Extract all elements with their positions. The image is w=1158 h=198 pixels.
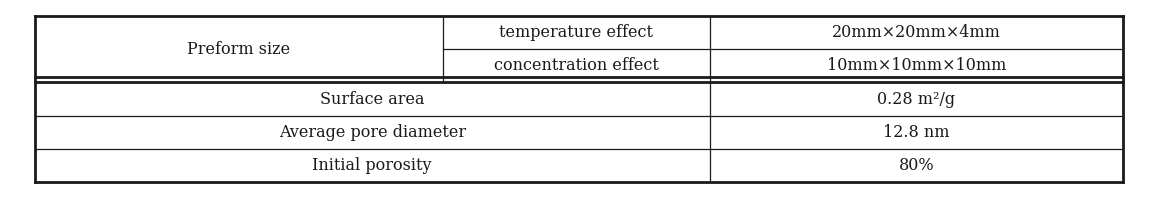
Text: Initial porosity: Initial porosity bbox=[313, 157, 432, 174]
Text: 0.28 m²/g: 0.28 m²/g bbox=[878, 90, 955, 108]
Text: Surface area: Surface area bbox=[320, 90, 425, 108]
Text: 12.8 nm: 12.8 nm bbox=[884, 124, 950, 141]
Text: Average pore diameter: Average pore diameter bbox=[279, 124, 466, 141]
Text: temperature effect: temperature effect bbox=[499, 24, 653, 41]
Text: 10mm×10mm×10mm: 10mm×10mm×10mm bbox=[827, 57, 1006, 74]
Text: Preform size: Preform size bbox=[188, 41, 291, 58]
Text: 20mm×20mm×4mm: 20mm×20mm×4mm bbox=[831, 24, 1001, 41]
Text: 80%: 80% bbox=[899, 157, 935, 174]
Text: concentration effect: concentration effect bbox=[493, 57, 659, 74]
